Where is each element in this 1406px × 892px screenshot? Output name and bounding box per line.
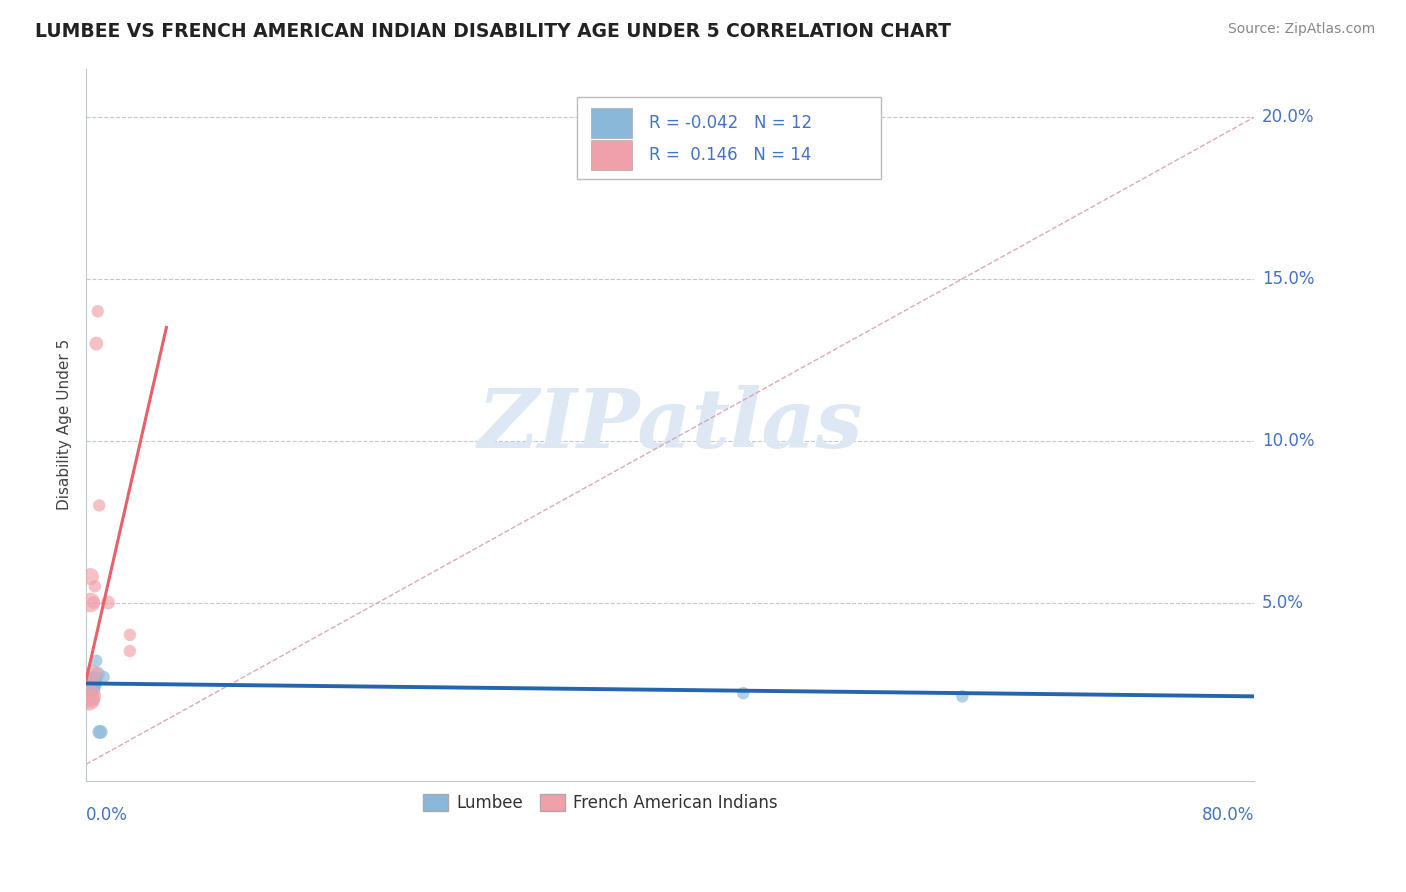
Point	[80, 682, 103, 697]
Legend: Lumbee, French American Indians: Lumbee, French American Indians	[416, 787, 785, 819]
Point	[77, 692, 100, 706]
Text: Source: ZipAtlas.com: Source: ZipAtlas.com	[1227, 22, 1375, 37]
Text: 10.0%: 10.0%	[1261, 432, 1315, 450]
Point	[733, 686, 755, 700]
Point	[79, 595, 101, 609]
Point	[84, 654, 107, 668]
Point	[118, 644, 141, 658]
Y-axis label: Disability Age Under 5: Disability Age Under 5	[58, 339, 72, 510]
Point	[82, 595, 104, 609]
Point	[89, 725, 111, 739]
Point	[82, 666, 104, 681]
Point	[83, 579, 105, 593]
Point	[80, 692, 103, 706]
Point	[93, 670, 115, 684]
Point	[87, 304, 110, 318]
Point	[77, 690, 100, 704]
Point	[118, 628, 141, 642]
Point	[82, 673, 104, 688]
Point	[83, 676, 105, 690]
Text: LUMBEE VS FRENCH AMERICAN INDIAN DISABILITY AGE UNDER 5 CORRELATION CHART: LUMBEE VS FRENCH AMERICAN INDIAN DISABIL…	[35, 22, 950, 41]
FancyBboxPatch shape	[591, 140, 631, 170]
Text: 15.0%: 15.0%	[1261, 270, 1315, 288]
Point	[77, 690, 100, 704]
Point	[79, 569, 101, 583]
Point	[950, 690, 973, 704]
Point	[84, 336, 107, 351]
Text: ZIPatlas: ZIPatlas	[478, 384, 863, 465]
Point	[90, 725, 112, 739]
Point	[87, 666, 110, 681]
Text: 20.0%: 20.0%	[1261, 108, 1315, 126]
Point	[79, 676, 101, 690]
Text: 0.0%: 0.0%	[86, 806, 128, 824]
Text: R = -0.042   N = 12: R = -0.042 N = 12	[650, 113, 813, 132]
Text: R =  0.146   N = 14: R = 0.146 N = 14	[650, 146, 811, 164]
Point	[97, 595, 120, 609]
FancyBboxPatch shape	[591, 108, 631, 137]
Text: 5.0%: 5.0%	[1261, 593, 1303, 612]
Text: 80.0%: 80.0%	[1202, 806, 1254, 824]
FancyBboxPatch shape	[576, 97, 880, 179]
Point	[89, 499, 111, 513]
